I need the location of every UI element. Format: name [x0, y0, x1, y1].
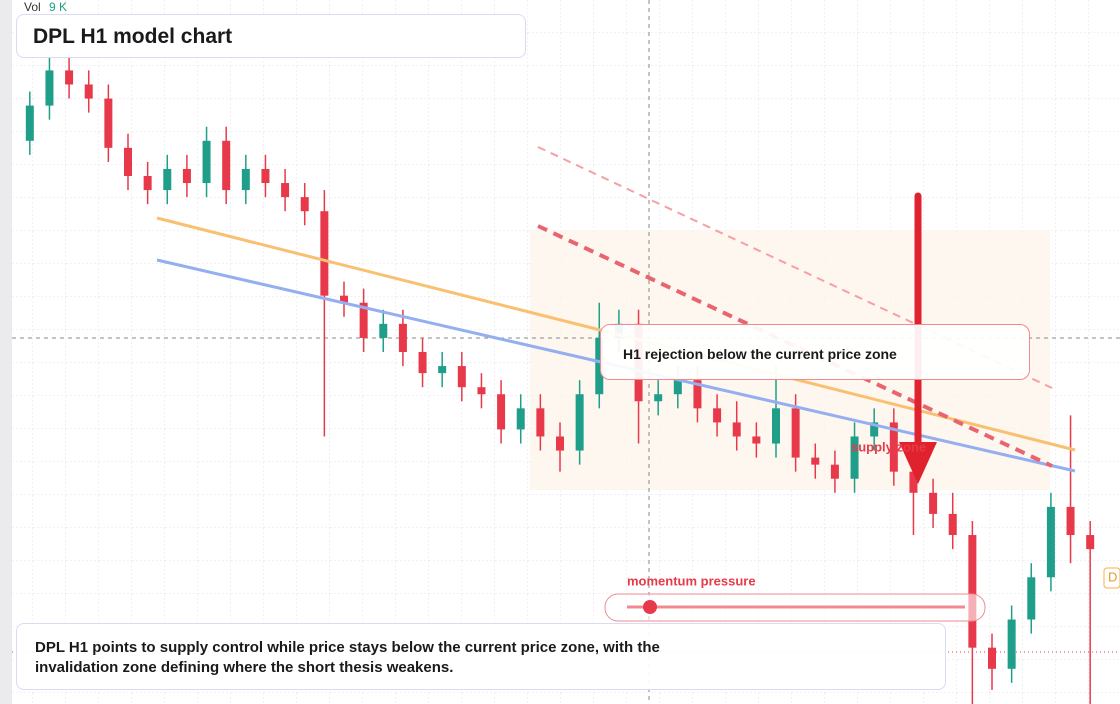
candle-body [222, 140, 231, 191]
candle-body [398, 323, 407, 352]
rejection-label: H1 rejection below the current price zon… [623, 346, 897, 362]
candle-body [1007, 619, 1016, 669]
left-rail [0, 0, 12, 704]
candle-body [948, 513, 957, 536]
chart-title: DPL H1 model chart [33, 25, 233, 48]
caption-box: DPL H1 points to supply control while pr… [16, 623, 946, 690]
candle-body [654, 394, 663, 402]
momentum-label: momentum pressure [627, 573, 756, 588]
candle-body [732, 422, 741, 437]
candle-body [1027, 577, 1036, 620]
candle-body [713, 408, 722, 423]
candle-body [379, 323, 388, 338]
candle-body [889, 422, 898, 472]
candle-body [124, 147, 132, 176]
candle-body [438, 366, 447, 374]
candle-body [556, 436, 564, 451]
candle-body [45, 70, 54, 106]
candles [25, 56, 1095, 704]
candle-body [536, 408, 545, 437]
candle-body [340, 295, 348, 303]
candle-body [791, 408, 800, 458]
candle-body [850, 436, 859, 479]
candle-body [320, 211, 329, 296]
candle-body [457, 366, 466, 388]
candle-body [25, 105, 34, 141]
candle-body [811, 457, 820, 465]
momentum-dot [643, 600, 657, 614]
channel-line-upper [537, 146, 1053, 389]
candle-body [1086, 535, 1095, 550]
candle-body [772, 408, 780, 444]
edge-tag [1103, 567, 1120, 589]
candle-body [1046, 506, 1055, 578]
candle-body [163, 168, 172, 191]
candle-body [1066, 506, 1075, 536]
candle-body [418, 352, 427, 374]
candle-body [909, 471, 918, 493]
candle-body [359, 302, 368, 338]
candle-body [752, 436, 761, 444]
rejection-box: H1 rejection below the current price zon… [600, 324, 1030, 380]
edge-label: D [1108, 569, 1117, 584]
candle-body [830, 464, 839, 479]
candle-body [595, 337, 604, 395]
candle-body [202, 140, 211, 184]
candle-body [497, 394, 506, 430]
candle-body [143, 176, 152, 191]
arrow-head [899, 442, 937, 484]
supply-zone-label: supply zone [851, 439, 926, 454]
candle-body [104, 98, 113, 148]
volume-value: 9 K [49, 0, 67, 14]
candle-body [929, 492, 938, 514]
candle-body [261, 168, 270, 184]
candle-body [300, 197, 309, 212]
candle-body [477, 387, 486, 395]
title-box: DPL H1 model chart [16, 14, 526, 58]
candle-body [516, 408, 525, 430]
candle-body [693, 380, 702, 409]
channel-line-lower [537, 224, 1053, 468]
candle-body [84, 84, 93, 99]
candle-body [968, 535, 977, 648]
candle-body [988, 647, 996, 669]
candle-body [241, 168, 250, 191]
candle-body [182, 168, 191, 184]
candle-body [281, 183, 290, 198]
candle-body [870, 422, 879, 437]
caption: DPL H1 points to supply control while pr… [35, 639, 660, 676]
volume-label: Vol [24, 0, 41, 14]
candle-body [673, 380, 682, 395]
candle-body [65, 70, 74, 85]
candle-body [575, 394, 584, 451]
